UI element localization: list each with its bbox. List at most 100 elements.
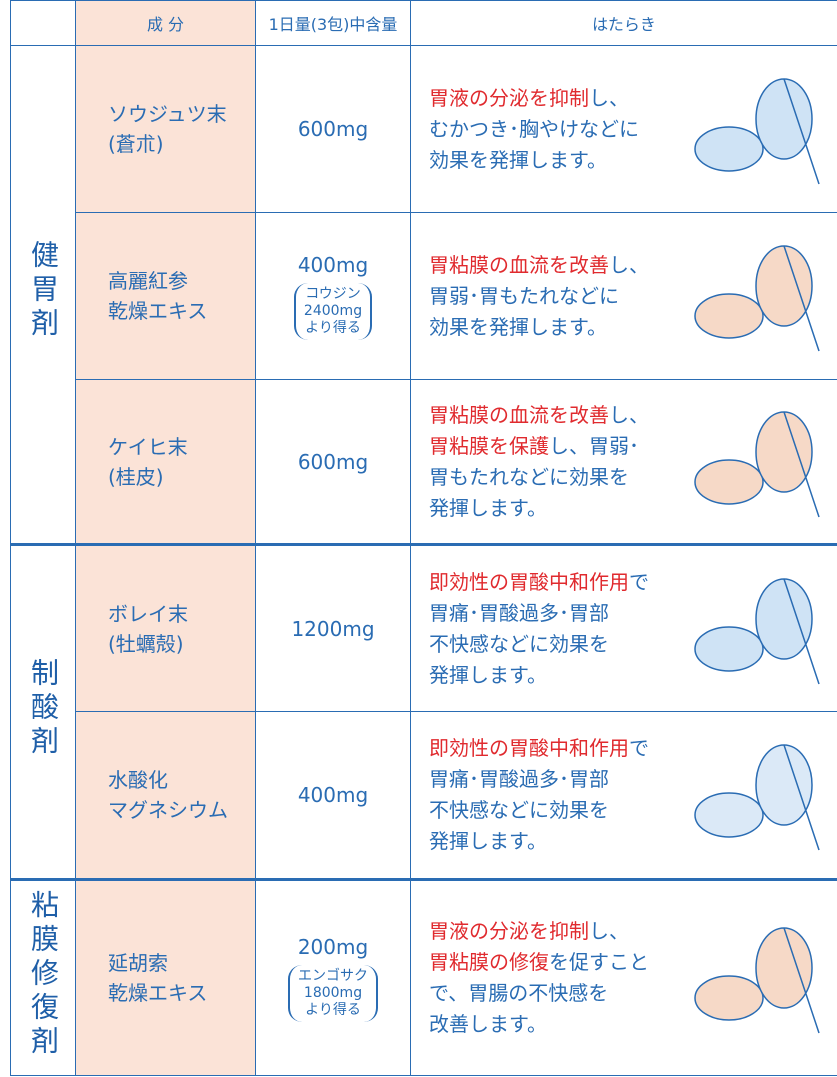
ingredient-name: 水酸化 bbox=[108, 768, 168, 792]
ingredient-name: 高麗紅参 bbox=[108, 269, 188, 293]
illustration-shape bbox=[694, 458, 764, 505]
illustration-shape bbox=[783, 927, 820, 1034]
function-line: 不快感などに効果を bbox=[429, 629, 837, 660]
highlight-text: 胃粘膜の血流を改善 bbox=[429, 402, 609, 427]
group-label: 粘膜修復剤 bbox=[27, 889, 60, 1060]
illustration bbox=[694, 410, 820, 517]
amount: 1200mg bbox=[291, 616, 375, 641]
function-line: 即効性の胃酸中和作用で bbox=[429, 733, 837, 764]
function-line: 胃液の分泌を抑制し、 bbox=[429, 916, 837, 947]
illustration-shape bbox=[783, 578, 820, 684]
ingredient-cell: ケイヒ末 (桂皮) bbox=[75, 379, 256, 546]
amount: 600mg bbox=[297, 449, 369, 474]
function-cell: 胃液の分泌を抑制し、 むかつき･胸やけなどに 効果を発揮します。 bbox=[410, 45, 837, 213]
header-cell: 成 分 bbox=[75, 0, 256, 46]
function-line: むかつき･胸やけなどに bbox=[429, 114, 837, 145]
group-cell: 制酸剤 bbox=[10, 544, 76, 881]
illustration-shape bbox=[755, 78, 813, 160]
function-line: 胃粘膜の修復を促すこと bbox=[429, 947, 837, 978]
ingredient-name: ケイヒ末 bbox=[108, 434, 188, 459]
illustration bbox=[694, 577, 820, 684]
header-cell bbox=[10, 0, 76, 46]
illustration-shape bbox=[694, 293, 764, 339]
ingredient-cell: 水酸化 マグネシウム bbox=[75, 711, 256, 881]
function-text: 胃痛･胃酸過多･胃部 bbox=[429, 600, 609, 625]
amount-cell: 400mg bbox=[255, 711, 411, 881]
illustration-shape bbox=[755, 927, 813, 1009]
illustration bbox=[694, 78, 820, 185]
highlight-text: 胃粘膜の修復 bbox=[429, 950, 549, 974]
ingredient-name: マグネシウム bbox=[108, 798, 228, 822]
illustration-shape bbox=[783, 245, 820, 352]
function-cell: 胃粘膜の血流を改善し、 胃粘膜を保護し、胃弱･ 胃もたれなどに効果を 発揮します。 bbox=[410, 379, 837, 546]
illustration-shape bbox=[755, 744, 813, 826]
function-line: 胃粘膜を保護し、胃弱･ bbox=[429, 431, 837, 462]
ingredient-name: (牡蠣殻) bbox=[108, 631, 184, 656]
function-line: で、胃腸の不快感を bbox=[429, 978, 837, 1009]
function-text: し、 bbox=[609, 402, 649, 427]
illustration-shape bbox=[755, 577, 813, 660]
highlight-text: 胃粘膜の血流を改善 bbox=[429, 252, 609, 277]
function-line: 不快感などに効果を bbox=[429, 795, 837, 826]
function-text: 不快感などに効果を bbox=[429, 798, 609, 822]
function-line: 胃痛･胃酸過多･胃部 bbox=[429, 764, 837, 795]
function-text: 効果を発揮します。 bbox=[429, 147, 607, 172]
ingredient-row: ケイヒ末 (桂皮) 600mg 胃粘膜の血流を改善し、 胃粘膜を保護し、胃弱･ 胃もたれな… bbox=[11, 379, 837, 546]
ingredient-row: 健胃剤 ソウジュツ末 (蒼朮) 600mg 胃液の分泌を抑制し、 むかつき･胸やけなどに効… bbox=[10, 45, 837, 546]
note-line: より得る bbox=[305, 319, 361, 336]
note-line: より得る bbox=[305, 1001, 361, 1018]
ingredient-row: 粘膜修復剤 延胡索 乾燥エキス 200mg エンゴサク 1800mg より得る 胃液の分泌を抑… bbox=[10, 879, 837, 1076]
group-cell: 健胃剤 bbox=[10, 45, 76, 546]
highlight-text: 即効性の胃酸中和作用 bbox=[429, 736, 629, 760]
group-label: 健胃剤 bbox=[27, 240, 60, 342]
amount-cell: 600mg bbox=[255, 379, 411, 546]
highlight-text: 即効性の胃酸中和作用 bbox=[429, 569, 629, 594]
function-line: 改善します。 bbox=[429, 1009, 837, 1040]
group-cell: 粘膜修復剤 bbox=[10, 879, 76, 1076]
illustration bbox=[694, 927, 820, 1034]
ingredient-row: 水酸化マグネシウム 400mg 即効性の胃酸中和作用で胃痛･胃酸過多･胃部 不快感など… bbox=[11, 711, 837, 881]
ingredient-row: 高麗紅参 乾燥エキス 400mg コウジン 2400mg より得る 胃粘膜の血流を改善し、胃… bbox=[11, 212, 837, 380]
function-text: 効果を発揮します。 bbox=[429, 314, 607, 339]
function-line: 胃液の分泌を抑制し、 bbox=[429, 83, 837, 114]
function-text: し、 bbox=[609, 252, 649, 277]
amount: 400mg bbox=[297, 783, 369, 807]
function-line: 胃粘膜の血流を改善し、 bbox=[429, 400, 837, 431]
ingredient-name: ボレイ末 bbox=[108, 601, 188, 626]
highlight-text: 胃粘膜を保護 bbox=[429, 433, 549, 458]
header-cell: 1日量(3包)中含量 bbox=[255, 0, 411, 46]
ingredient-row: 制酸剤 ボレイ末 (牡蠣殻) 1200mg 即効性の胃酸中和作用で 胃痛･胃酸過多･胃部不… bbox=[10, 544, 837, 881]
function-text: 発揮します。 bbox=[429, 829, 547, 853]
highlight-text: 胃液の分泌を抑制 bbox=[429, 85, 589, 110]
ingredient-cell: ソウジュツ末 (蒼朮) bbox=[75, 45, 256, 213]
function-cell: 胃液の分泌を抑制し、 胃粘膜の修復を促すことで、胃腸の不快感を 改善します。 bbox=[410, 879, 837, 1076]
ingredient-name: ソウジュツ末 bbox=[108, 102, 227, 126]
note-line: エンゴサク bbox=[298, 967, 368, 984]
illustration-shape bbox=[694, 792, 764, 838]
function-cell: 胃粘膜の血流を改善し、胃弱･胃もたれなどに 効果を発揮します。 bbox=[410, 212, 837, 380]
function-text: 胃もたれなどに効果を bbox=[429, 464, 629, 489]
note-line: 1800mg bbox=[303, 984, 363, 1001]
function-text: で、胃腸の不快感を bbox=[429, 981, 609, 1005]
amount-cell: 200mg エンゴサク 1800mg より得る bbox=[255, 879, 411, 1076]
function-text: で bbox=[629, 569, 649, 594]
table-body: 健胃剤 ソウジュツ末 (蒼朮) 600mg 胃液の分泌を抑制し、 むかつき･胸やけなどに効… bbox=[10, 45, 837, 1076]
illustration bbox=[694, 744, 820, 851]
function-text: 胃弱･胃もたれなどに bbox=[429, 283, 619, 308]
note-line: コウジン bbox=[305, 285, 361, 302]
function-text: し、 bbox=[589, 85, 629, 110]
function-text: 胃痛･胃酸過多･胃部 bbox=[429, 767, 609, 791]
amount-cell: 400mg コウジン 2400mg より得る bbox=[255, 212, 411, 380]
function-text: 発揮します。 bbox=[429, 662, 547, 687]
illustration-shape bbox=[694, 625, 764, 672]
function-text: し、 bbox=[589, 919, 629, 943]
illustration bbox=[694, 245, 820, 352]
function-text: 改善します。 bbox=[429, 1012, 547, 1036]
amount: 200mg bbox=[297, 934, 369, 959]
illustration-shape bbox=[694, 126, 764, 172]
ingredient-name: 延胡索 bbox=[108, 951, 168, 975]
function-line: 効果を発揮します。 bbox=[429, 312, 837, 343]
function-cell: 即効性の胃酸中和作用で 胃痛･胃酸過多･胃部不快感などに効果を 発揮します。 bbox=[410, 544, 837, 712]
ingredient-name: (蒼朮) bbox=[108, 132, 164, 156]
group-label: 制酸剤 bbox=[27, 657, 60, 760]
